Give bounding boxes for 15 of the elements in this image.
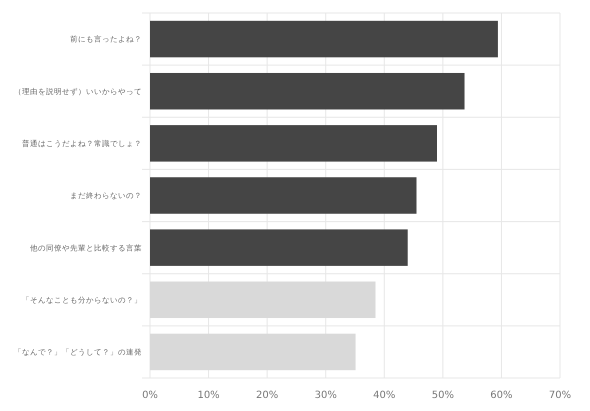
x-tick-label: 40% [373,390,396,401]
x-tick-label: 10% [197,390,220,401]
bar [150,125,437,162]
bar [150,334,356,370]
bar [150,177,416,214]
x-tick-label: 0% [142,390,158,401]
x-tick-label: 50% [432,390,454,401]
x-tick-label: 30% [314,390,337,401]
x-tick-label: 70% [548,390,572,401]
x-tick-label: 20% [256,390,278,401]
bar [150,72,465,110]
x-tick-label: 60% [490,390,513,401]
bar [150,20,498,58]
bar [150,282,376,318]
bar [150,229,408,266]
